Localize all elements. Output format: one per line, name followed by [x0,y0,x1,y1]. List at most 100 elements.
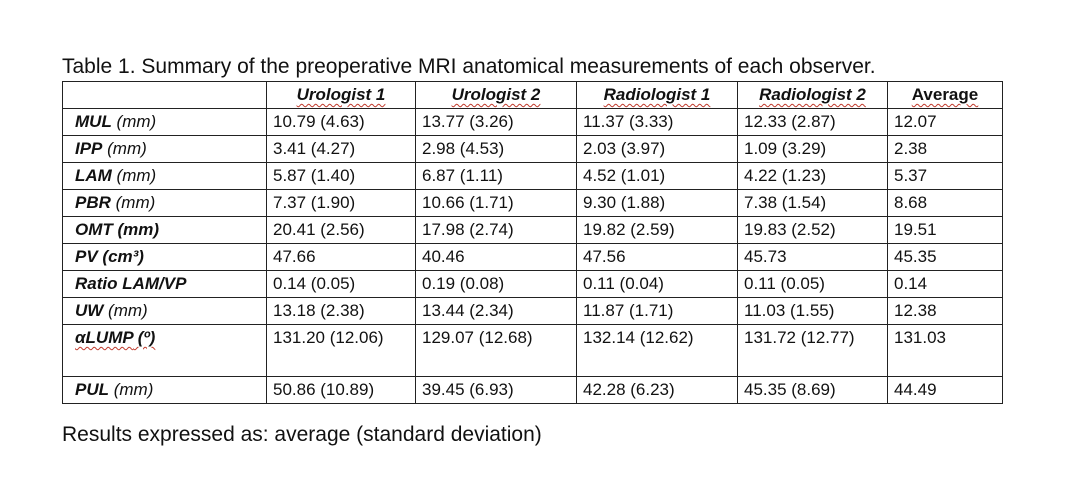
table-cell: 8.68 [887,189,1003,217]
table-cell: 131.72 (12.77) [737,324,888,377]
row-unit: (cm³) [97,247,144,266]
row-label: PUL [75,380,109,399]
table-cell: 13.77 (3.26) [415,108,577,136]
table-cell: 4.22 (1.23) [737,162,888,190]
row-unit: (º) [133,328,156,347]
table-cell: 45.35 (8.69) [737,376,888,404]
table-cell: 47.66 [266,243,416,271]
table-row: Ratio LAM/VP 0.14 (0.05) 0.19 (0.08) 0.11 (… [62,270,1003,298]
row-label-cell: αLUMP (º) [62,324,267,377]
row-unit: (mm) [103,301,148,320]
row-label-cell: Ratio LAM/VP [62,270,267,298]
table-row: MUL (mm) 10.79 (4.63) 13.77 (3.26) 11.37 (3… [62,108,1003,136]
table-cell: 2.03 (3.97) [576,135,738,163]
table-cell: 45.73 [737,243,888,271]
row-label-cell: OMT (mm) [62,216,267,244]
table-row: OMT (mm) 20.41 (2.56) 17.98 (2.74) 19.82 (2… [62,216,1003,244]
row-label: Ratio LAM/VP [75,274,187,293]
row-label-cell: LAM (mm) [62,162,267,190]
table-cell: 0.11 (0.04) [576,270,738,298]
table-cell: 13.44 (2.34) [415,297,577,325]
header-cell-corner [62,81,267,109]
header-cell-radiologist-1: Radiologist 1 [576,81,738,109]
table-cell: 4.52 (1.01) [576,162,738,190]
row-label-cell: UW (mm) [62,297,267,325]
row-unit: (mm) [111,166,157,185]
table-cell: 50.86 (10.89) [266,376,416,404]
row-label: UW [75,301,104,320]
row-unit: (mm) [102,139,147,158]
table-cell: 131.20 (12.06) [266,324,416,377]
table-cell: 40.46 [415,243,577,271]
table-cell: 132.14 (12.62) [576,324,738,377]
table-cell: 42.28 (6.23) [576,376,738,404]
table-cell: 44.49 [887,376,1003,404]
header-cell-urologist-1: Urologist 1 [266,81,416,109]
table-row: LAM (mm) 5.87 (1.40) 6.87 (1.11) 4.52 (1.01… [62,162,1003,190]
table-cell: 7.38 (1.54) [737,189,888,217]
measurement-table: Urologist 1 Urologist 2 Radiologist 1 Ra… [62,81,1003,404]
header-cell-radiologist-2: Radiologist 2 [737,81,888,109]
table-cell: 2.38 [887,135,1003,163]
row-label: αLUMP [75,328,134,347]
table-cell: 13.18 (2.38) [266,297,416,325]
table-cell: 5.37 [887,162,1003,190]
table-cell: 39.45 (6.93) [415,376,577,404]
table-cell: 11.87 (1.71) [576,297,738,325]
table-cell: 10.66 (1.71) [415,189,577,217]
table-cell: 20.41 (2.56) [266,216,416,244]
row-unit: (mm) [110,193,156,212]
table-cell: 9.30 (1.88) [576,189,738,217]
table-cell: 12.38 [887,297,1003,325]
table-body: MUL (mm) 10.79 (4.63) 13.77 (3.26) 11.37 (3… [62,108,1003,404]
table-cell: 0.14 (0.05) [266,270,416,298]
table-cell: 1.09 (3.29) [737,135,888,163]
row-label-cell: PV (cm³) [62,243,267,271]
table-cell: 12.07 [887,108,1003,136]
table-row: PBR (mm) 7.37 (1.90) 10.66 (1.71) 9.30 (1.8… [62,189,1003,217]
table-cell: 10.79 (4.63) [266,108,416,136]
row-label-cell: PUL (mm) [62,376,267,404]
row-label-cell: PBR (mm) [62,189,267,217]
row-label: PV [75,247,98,266]
table-cell: 6.87 (1.11) [415,162,577,190]
table-cell: 12.33 (2.87) [737,108,888,136]
table-cell: 3.41 (4.27) [266,135,416,163]
row-unit: (mm) [111,112,157,131]
table-cell: 45.35 [887,243,1003,271]
table-cell: 19.82 (2.59) [576,216,738,244]
table-cell: 19.83 (2.52) [737,216,888,244]
row-unit: (mm) [109,380,154,399]
table-row: PV (cm³) 47.66 40.46 47.56 45.73 45.35 [62,243,1003,271]
row-label: LAM [75,166,112,185]
table-cell: 0.19 (0.08) [415,270,577,298]
row-label: PBR [75,193,111,212]
table-cell: 19.51 [887,216,1003,244]
table-cell: 129.07 (12.68) [415,324,577,377]
row-label-cell: MUL (mm) [62,108,267,136]
table-cell: 7.37 (1.90) [266,189,416,217]
table-cell: 11.37 (3.33) [576,108,738,136]
table-cell: 0.14 [887,270,1003,298]
row-unit: (mm) [112,220,160,239]
table-cell: 47.56 [576,243,738,271]
header-cell-urologist-2: Urologist 2 [415,81,577,109]
header-cell-average: Average [887,81,1003,109]
table-cell: 5.87 (1.40) [266,162,416,190]
table-cell: 17.98 (2.74) [415,216,577,244]
table-row: PUL (mm) 50.86 (10.89) 39.45 (6.93) 42.28 (… [62,376,1003,404]
row-label: MUL [75,112,112,131]
table-footnote: Results expressed as: average (standard … [62,423,542,446]
header-row: Urologist 1 Urologist 2 Radiologist 1 Ra… [62,81,1003,109]
table-cell: 131.03 [887,324,1003,377]
table-cell: 11.03 (1.55) [737,297,888,325]
table-row: αLUMP (º) 131.20 (12.06) 129.07 (12.68) 132… [62,324,1003,377]
row-label: OMT [75,220,113,239]
row-label: IPP [75,139,103,158]
table-cell: 0.11 (0.05) [737,270,888,298]
table-row: UW (mm) 13.18 (2.38) 13.44 (2.34) 11.87 (1.… [62,297,1003,325]
table-row: IPP (mm) 3.41 (4.27) 2.98 (4.53) 2.03 (3.97… [62,135,1003,163]
row-label-cell: IPP (mm) [62,135,267,163]
table-cell: 2.98 (4.53) [415,135,577,163]
table-caption: Table 1. Summary of the preoperative MRI… [62,55,876,78]
